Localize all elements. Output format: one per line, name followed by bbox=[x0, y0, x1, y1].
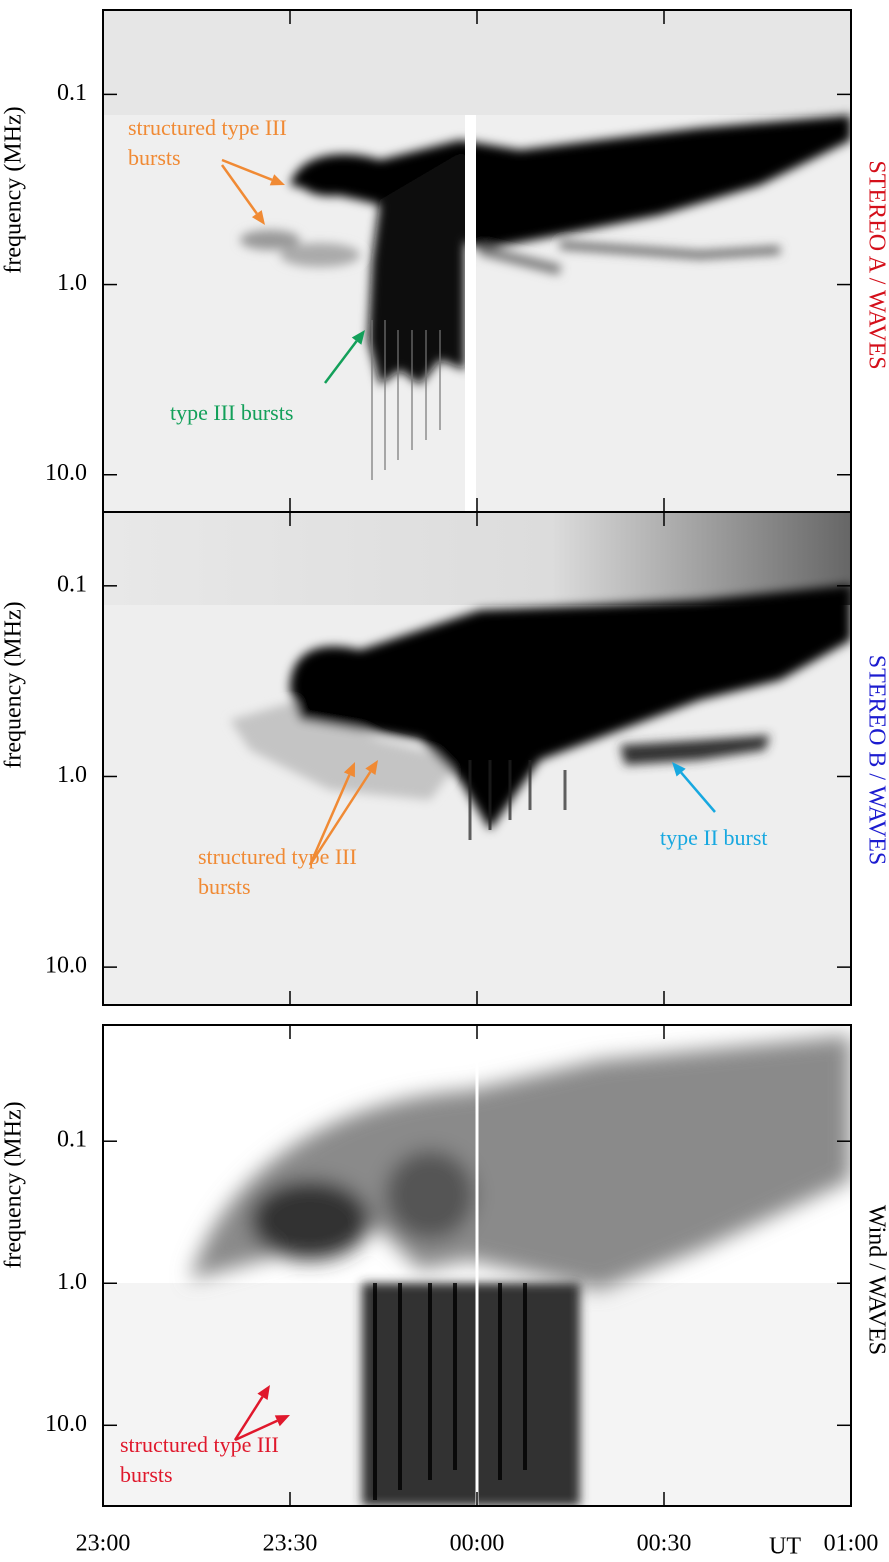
annotation-arrow bbox=[308, 771, 372, 866]
annotation-arrowhead bbox=[365, 760, 378, 776]
y-tick-label: 0.1 bbox=[57, 80, 87, 106]
annotation-arrowhead bbox=[351, 330, 365, 345]
spectrum-image bbox=[103, 10, 851, 512]
annotation: structured type III bursts bbox=[120, 1432, 279, 1487]
annotation-arrowhead bbox=[251, 210, 265, 225]
annotation-arrowhead bbox=[343, 762, 355, 778]
annotation-arrowhead bbox=[274, 1415, 290, 1427]
y-tick-label: 10.0 bbox=[45, 460, 87, 486]
y-tick-label: 10.0 bbox=[45, 1411, 87, 1437]
y-axis-label: frequency (MHz) bbox=[1, 1101, 27, 1268]
annotation-line: structured type III bbox=[128, 115, 287, 140]
annotation-arrow bbox=[221, 158, 273, 181]
annotation-line: bursts bbox=[120, 1462, 173, 1487]
annotation-arrow bbox=[234, 1419, 278, 1442]
annotation-arrowhead bbox=[672, 762, 686, 777]
annotation: structured type III bursts bbox=[198, 844, 357, 899]
x-axis-label: UT bbox=[769, 1534, 801, 1560]
annotation-arrow bbox=[680, 771, 716, 813]
instrument-label: Wind / WAVES bbox=[863, 1205, 889, 1355]
y-tick-label: 10.0 bbox=[45, 953, 87, 979]
annotation-arrow bbox=[220, 164, 258, 215]
y-axis-label: frequency (MHz) bbox=[1, 601, 27, 768]
annotation-line: bursts bbox=[198, 874, 251, 899]
annotation: type II burst bbox=[660, 825, 768, 850]
y-axis-label: frequency (MHz) bbox=[1, 106, 27, 273]
annotation-line: type III bursts bbox=[170, 400, 293, 425]
annotation: type III bursts bbox=[170, 400, 293, 425]
annotation-line: structured type III bbox=[120, 1432, 279, 1457]
y-tick-label: 1.0 bbox=[57, 762, 87, 788]
x-tick-label: 23:00 bbox=[76, 1531, 131, 1557]
x-tick-label: 23:30 bbox=[263, 1531, 318, 1557]
y-tick-label: 0.1 bbox=[57, 571, 87, 597]
y-tick-label: 1.0 bbox=[57, 1269, 87, 1295]
instrument-label: STEREO A / WAVES bbox=[863, 160, 889, 369]
y-tick-label: 0.1 bbox=[57, 1127, 87, 1153]
annotation-line: type II burst bbox=[660, 825, 768, 850]
spectrum-image bbox=[103, 1025, 851, 1506]
annotation-line: bursts bbox=[128, 145, 181, 170]
x-tick-label: 01:00 bbox=[824, 1531, 879, 1557]
annotation-arrow bbox=[233, 1396, 264, 1441]
x-tick-label: 00:00 bbox=[450, 1531, 505, 1557]
annotation-line: structured type III bbox=[198, 844, 357, 869]
annotation: structured type III bursts bbox=[128, 115, 287, 170]
annotation-arrowhead bbox=[269, 174, 285, 186]
y-tick-label: 1.0 bbox=[57, 270, 87, 296]
annotation-arrowhead bbox=[257, 1385, 270, 1401]
x-tick-label: 00:30 bbox=[637, 1531, 692, 1557]
annotation-arrow bbox=[308, 774, 351, 866]
instrument-label: STEREO B / WAVES bbox=[863, 655, 889, 865]
spectrum-image bbox=[103, 512, 851, 1005]
annotation-arrow bbox=[324, 340, 358, 384]
